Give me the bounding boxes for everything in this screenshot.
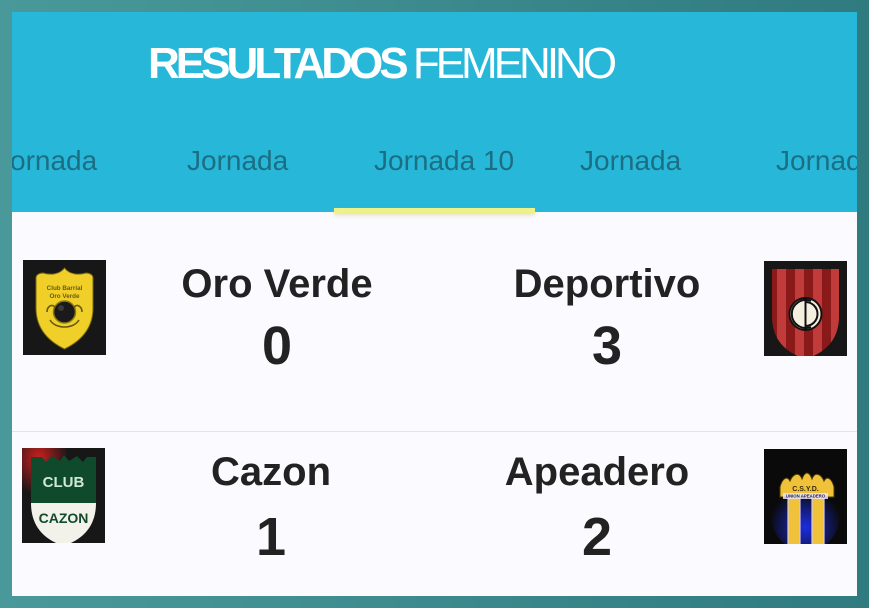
svg-text:Oro Verde: Oro Verde	[49, 293, 80, 300]
svg-text:C.S.Y.D.: C.S.Y.D.	[792, 486, 819, 493]
svg-text:UNION APEADERO: UNION APEADERO	[786, 494, 826, 499]
svg-text:Club Barrial: Club Barrial	[47, 285, 83, 292]
svg-text:CLUB: CLUB	[43, 474, 85, 491]
svg-text:CAZON: CAZON	[39, 510, 89, 526]
